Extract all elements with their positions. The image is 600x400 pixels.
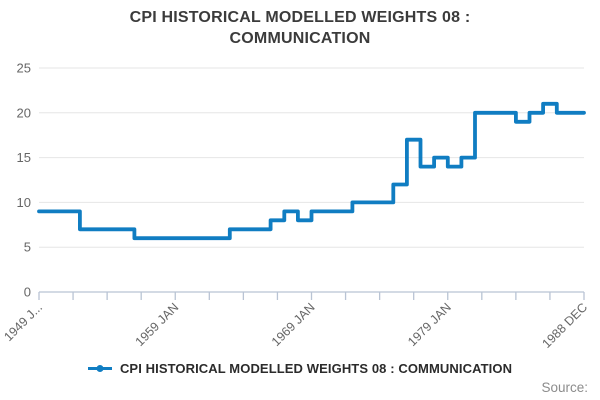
x-axis-tick-label: 1949 J... [1, 300, 45, 344]
y-axis-tick-label: 0 [24, 285, 31, 300]
x-axis-tick-label: 1979 JAN [405, 300, 454, 349]
chart-title-line2: COMMUNICATION [229, 30, 371, 47]
y-axis-tick-label: 20 [17, 105, 31, 120]
source-label: Source: [541, 380, 588, 395]
y-axis-tick-label: 25 [17, 61, 31, 76]
y-axis-tick-label: 15 [17, 150, 31, 165]
series-step-line [37, 101, 586, 241]
chart-title-line1: CPI HISTORICAL MODELLED WEIGHTS 08 : [129, 9, 471, 26]
y-axis-tick-label: 5 [24, 240, 31, 255]
x-axis-tick-label: 1969 JAN [269, 300, 318, 349]
legend-label: CPI HISTORICAL MODELLED WEIGHTS 08 : COM… [119, 361, 513, 376]
x-axis-tick-label: 1988 DEC [539, 300, 590, 351]
x-axis-tick-label: 1959 JAN [133, 300, 182, 349]
chart-legend[interactable]: CPI HISTORICAL MODELLED WEIGHTS 08 : COM… [0, 361, 600, 376]
chart-plot-area: 0 5 10 15 20 25 1949 J... 1959 JAN 1969 JAN 1979 … [1, 61, 590, 351]
chart-title: CPI HISTORICAL MODELLED WEIGHTS 08 : COM… [60, 7, 540, 49]
legend-line-dot-marker [87, 365, 112, 372]
y-axis-tick-label: 10 [17, 195, 31, 210]
